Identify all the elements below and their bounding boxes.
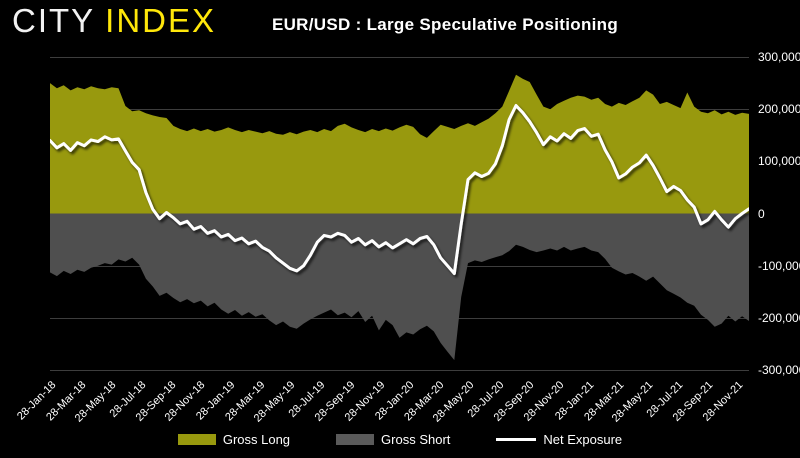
gross-short-swatch-icon [336,434,375,445]
y-axis-label: -300,000 [758,363,800,377]
legend-label: Gross Long [222,432,291,447]
legend-item-net-exposure: Net Exposure [496,432,622,447]
gross-long-area [50,74,749,214]
legend-label: Net Exposure [543,432,623,447]
brand-logo: CITY INDEX [12,2,216,40]
legend: Gross Long Gross Short Net Exposure [0,432,800,447]
gross-short-area [50,213,749,361]
y-axis-label: -200,000 [758,310,800,325]
y-axis-label: 0 [758,206,765,221]
gridline [50,109,749,111]
y-axis-label: 100,000 [758,154,800,169]
net-exposure-swatch-icon [496,438,537,441]
net-exposure-line [50,104,749,275]
legend-item-gross-short: Gross Short [336,432,450,447]
brand-index-text: INDEX [105,2,217,39]
gridline [50,370,749,371]
gridline [50,57,749,58]
legend-item-gross-long: Gross Long [177,432,291,447]
chart-title: EUR/USD : Large Speculative Positioning [271,15,619,34]
y-axis-label: 300,000 [758,50,800,64]
legend-label: Gross Short [381,432,451,447]
brand-city-text: CITY [12,2,96,39]
y-axis-label: 200,000 [758,102,800,117]
y-axis-label: -100,000 [758,258,800,273]
plot-area [50,74,749,361]
gross-long-swatch-icon [177,434,216,445]
